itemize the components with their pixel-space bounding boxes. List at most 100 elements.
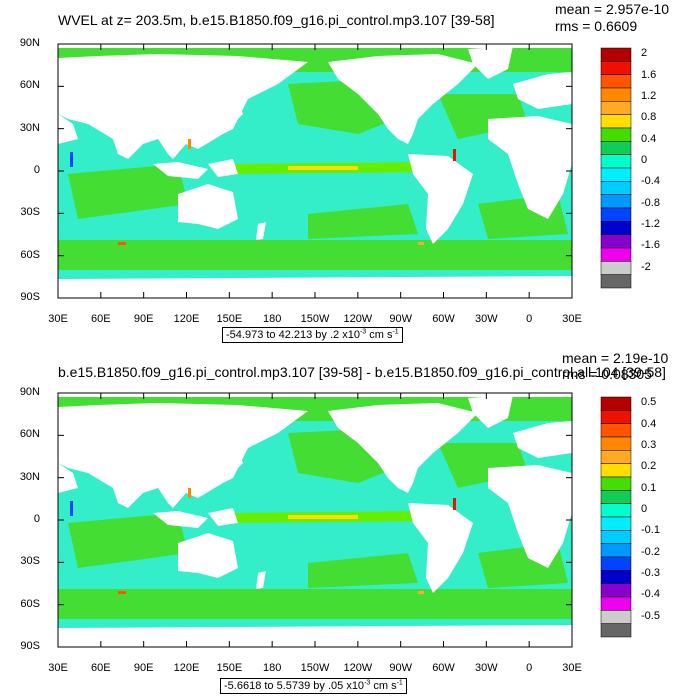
colorbar-label: -0.1 [641, 524, 660, 537]
colorbar-label: -2 [641, 260, 651, 273]
colorbar-swatch [600, 396, 632, 411]
colorbar-swatch [600, 450, 632, 464]
lon-label: 180 [262, 662, 282, 674]
lat-label: 90N [19, 386, 40, 398]
panel1-range-unit: cm s [366, 329, 393, 341]
panel2-range-text: -5.6618 to 5.5739 by .05 x10 [224, 680, 365, 692]
panel1-map [58, 44, 572, 298]
lat-label: 60S [20, 248, 40, 261]
colorbar-swatch [600, 596, 632, 611]
colorbar-label: 0 [641, 154, 648, 166]
panel1-title: WVEL at z= 203.5m, b.e15.B1850.f09_g16.p… [58, 12, 495, 28]
colorbar-swatch [600, 463, 632, 478]
colorbar-label: 0.4 [641, 132, 657, 145]
colorbar-label: 0.8 [641, 111, 657, 124]
colorbar-swatch [600, 194, 632, 209]
lon-label: 30E [48, 662, 68, 674]
colorbar-swatch [600, 423, 632, 438]
lon-label: 30E [562, 313, 582, 325]
lat-label: 30N [19, 470, 40, 483]
lon-label: 30W [475, 662, 498, 674]
lat-label: 90N [19, 37, 40, 49]
colorbar-label: -0.3 [641, 567, 660, 579]
colorbar-label: 2 [641, 47, 648, 60]
colorbar-label: 0.5 [641, 396, 657, 409]
colorbar-swatch [600, 503, 632, 518]
colorbar-label: 0.2 [641, 460, 657, 473]
lon-label: 60E [91, 313, 111, 325]
colorbar-swatch [600, 247, 632, 262]
colorbar-swatch [600, 556, 632, 571]
panel1-range-exp: -3 [359, 328, 367, 336]
colorbar-label: -0.8 [641, 196, 660, 209]
colorbar-swatch [600, 623, 632, 638]
colorbar-swatch [600, 87, 632, 102]
panel1-range-label: -54.973 to 42.213 by .2 x10-3 cm s-1 [222, 327, 403, 343]
lat-label: 0 [33, 513, 40, 525]
colorbar-swatch [600, 490, 632, 504]
panel2-range-unit-exp: -1 [396, 679, 403, 687]
lon-label: 150E [216, 313, 243, 325]
colorbar-label: -0.5 [641, 609, 660, 622]
colorbar-label: 1.6 [641, 68, 657, 81]
lon-label: 30W [475, 313, 498, 325]
lat-label: 90S [20, 291, 40, 303]
colorbar-label: 0.4 [641, 417, 657, 430]
colorbar-swatch [600, 570, 632, 584]
colorbar-swatch [600, 74, 632, 89]
panel1-range-unit-exp: -1 [392, 328, 399, 336]
colorbar-swatch [600, 154, 632, 169]
lon-label: 120E [173, 313, 200, 325]
colorbar-label: -0.4 [641, 175, 660, 188]
panel1-rms: rms = 0.6609 [555, 18, 638, 34]
panel1-range-text: -54.973 to 42.213 by .2 x10 [226, 329, 360, 341]
colorbar-swatch [600, 207, 632, 222]
colorbar-swatch [600, 261, 632, 275]
colorbar-swatch [600, 476, 632, 491]
colorbar-label: -0.2 [641, 545, 660, 558]
lon-label: 30E [48, 313, 68, 325]
lon-label: 0 [526, 662, 533, 674]
lon-label: 150W [300, 662, 330, 674]
colorbar-swatch [600, 141, 632, 155]
colorbar-label: 0.1 [641, 481, 657, 494]
colorbar-swatch [600, 114, 632, 129]
lat-label: 60S [20, 597, 40, 610]
colorbar-swatch [600, 167, 632, 182]
lon-label: 180 [262, 313, 282, 325]
colorbar-swatch [600, 530, 632, 544]
lat-label: 90S [20, 640, 40, 652]
lon-label: 90E [133, 662, 154, 674]
lon-label: 60E [91, 662, 111, 674]
panel2-range-label: -5.6618 to 5.5739 by .05 x10-3 cm s-1 [220, 678, 407, 694]
panel2-mean: mean = 2.19e-10 [562, 350, 669, 366]
lat-label: 30N [19, 121, 40, 134]
lat-label: 30S [20, 206, 40, 219]
colorbar-label: 0.3 [641, 439, 657, 451]
colorbar-label: 0 [641, 503, 648, 515]
colorbar-swatch [600, 61, 632, 75]
panel2-colorbar [600, 396, 632, 638]
panel1-ticks [57, 43, 573, 299]
lat-label: 60N [19, 79, 40, 92]
panel2-title: b.e15.B1850.f09_g16.pi_control.mp3.107 [… [58, 364, 666, 380]
colorbar-label: 1.2 [641, 90, 657, 102]
panel2-range-unit: cm s [370, 680, 397, 692]
colorbar-label: -1.2 [641, 218, 660, 230]
panel2-map [58, 393, 572, 647]
panel1-colorbar [600, 47, 632, 289]
colorbar-swatch [600, 181, 632, 195]
colorbar-label: -1.6 [641, 239, 660, 252]
panel1-mean: mean = 2.957e-10 [555, 1, 670, 17]
colorbar-swatch [600, 410, 632, 424]
colorbar-swatch [600, 274, 632, 289]
colorbar-swatch [600, 47, 632, 62]
colorbar-swatch [600, 516, 632, 531]
panel2-ticks [57, 392, 573, 648]
panel2-rms: rms = 0.08305 [562, 366, 652, 382]
lat-label: 30S [20, 555, 40, 568]
lon-label: 30E [562, 662, 582, 674]
lon-label: 0 [526, 313, 533, 325]
colorbar-label: -0.4 [641, 588, 660, 601]
